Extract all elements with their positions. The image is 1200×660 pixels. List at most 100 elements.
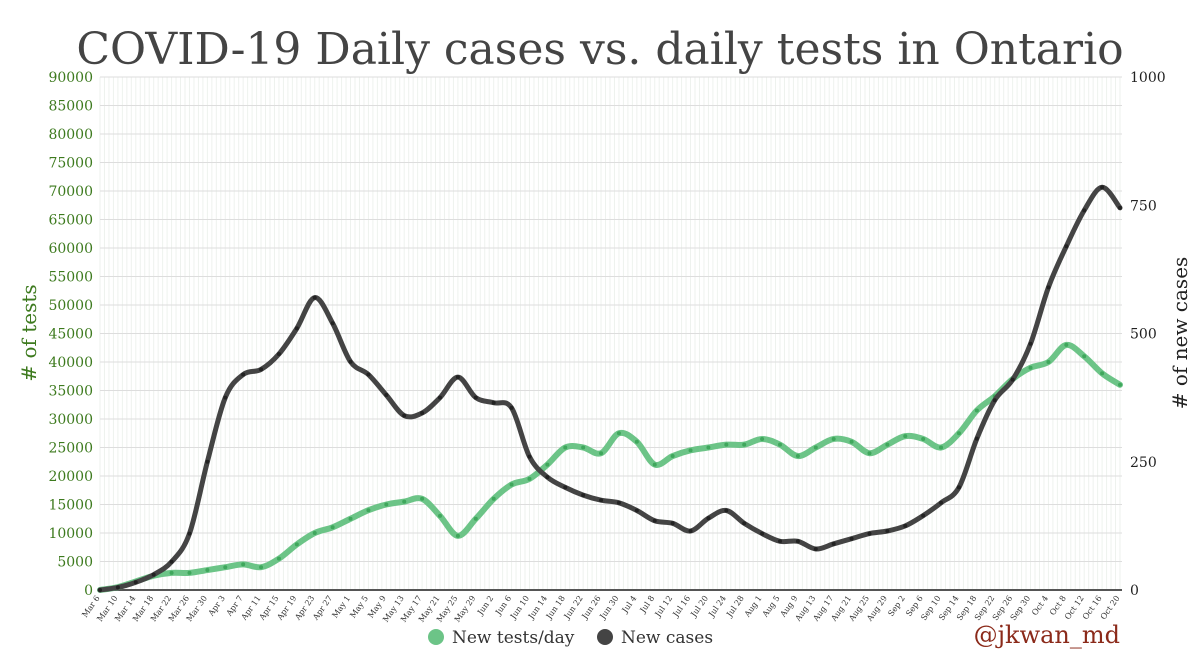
right-tick-label: 1000 [1130,70,1166,86]
tests-line [97,341,1123,593]
tests-point [241,562,246,567]
x-tick-label: Jul 28 [724,594,746,619]
tests-point [867,451,872,456]
cases-point [992,398,997,403]
tests-point [760,436,765,441]
left-tick-label: 50000 [48,298,93,314]
left-tick-label: 90000 [48,70,93,86]
cases-point [1064,244,1069,249]
right-tick-label: 500 [1130,327,1157,343]
tests-point [849,439,854,444]
tests-point [974,408,979,413]
tests-point [473,516,478,521]
cases-point [706,516,711,521]
cases-point [205,459,210,464]
cases-point [330,321,335,326]
right-axis-label: # of new cases [1168,257,1192,410]
chart-title: COVID-19 Daily cases vs. daily tests in … [76,24,1123,75]
tests-point [885,442,890,447]
cases-point [688,529,693,534]
left-tick-label: 20000 [48,469,93,485]
cases-point [294,326,299,331]
series-lines [97,184,1123,593]
tests-point [455,533,460,538]
cases-point [115,585,120,590]
tests-point [616,431,621,436]
left-tick-label: 30000 [48,412,93,428]
cases-point [276,352,281,357]
cases-point [223,395,228,400]
right-tick-label: 750 [1130,198,1157,214]
x-tick-label: Oct 4 [1030,594,1050,617]
tests-point [956,431,961,436]
tests-point [813,445,818,450]
left-axis-ticks: 0 5000 10000 15000 20000 25000 30000 35000 40000… [48,70,93,599]
cases-point [581,493,586,498]
cases-point [545,475,550,480]
tests-point [276,556,281,561]
grid [99,76,1122,591]
right-axis-ticks: 0 250 500 750 1000 [1130,70,1166,599]
tests-point [545,462,550,467]
cases-point [312,295,317,300]
left-tick-label: 0 [84,583,93,599]
cases-point [1028,341,1033,346]
x-tick-label: Jun 2 [475,594,495,617]
cases-point [187,531,192,536]
tests-point [527,476,532,481]
tests-point [1100,371,1105,376]
tests-point [581,445,586,450]
left-tick-label: 15000 [48,498,93,514]
cases-point [366,372,371,377]
legend-swatch-cases [597,629,613,645]
cases-point [795,539,800,544]
tests-point [312,531,317,535]
cases-point [455,375,460,380]
tests-point [402,499,407,504]
cases-point [1082,208,1087,213]
cases-point [259,367,264,372]
x-tick-label: Jul 16 [671,594,693,619]
tests-point [169,570,174,575]
legend-label-cases: New cases [621,628,713,648]
tests-point [1028,365,1033,370]
cases-point [956,485,961,490]
left-tick-label: 60000 [48,241,93,257]
cases-point [599,498,604,503]
cases-point [921,513,926,518]
tests-point [259,565,264,570]
right-tick-label: 0 [1130,583,1139,599]
cases-point [974,436,979,441]
tests-point [688,448,693,453]
cases-point [616,500,621,505]
cases-point [420,411,425,416]
cases-point [151,572,156,577]
left-tick-label: 45000 [48,327,93,343]
left-tick-label: 65000 [48,213,93,229]
x-tick-label: Aug 1 [742,594,764,619]
legend-label-tests: New tests/day [452,628,575,648]
tests-point [939,445,944,450]
tests-point [1118,382,1122,387]
left-tick-label: 5000 [57,555,93,571]
cases-point [563,485,568,490]
cases-point [724,508,729,513]
tests-point [366,508,371,513]
cases-point [1118,205,1122,210]
cases-point [527,454,532,459]
cases-point [1010,377,1015,382]
cases-point [831,541,836,546]
cases-point [438,395,442,400]
cases-point [760,531,765,536]
x-tick-label: Jul 24 [706,594,728,619]
left-tick-label: 35000 [48,384,93,400]
tests-point [205,568,210,573]
credit-handle: @jkwan_md [974,621,1120,649]
cases-point [133,580,138,585]
tests-point [634,439,639,444]
right-tick-label: 250 [1130,455,1157,471]
left-tick-label: 25000 [48,441,93,457]
cases-point [1100,185,1105,190]
left-tick-label: 40000 [48,355,93,371]
